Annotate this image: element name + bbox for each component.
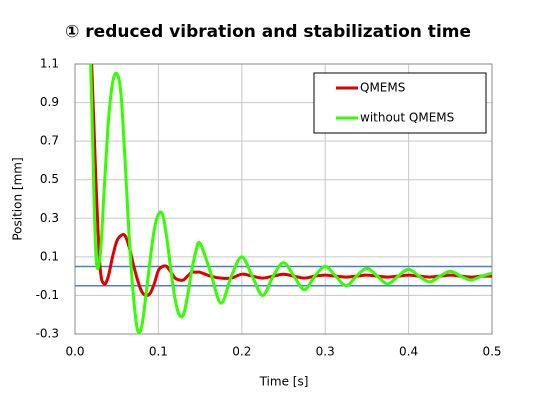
- x-tick-label: 0.2: [232, 345, 251, 359]
- legend-label: QMEMS: [360, 81, 405, 95]
- series-line: [90, 64, 492, 298]
- x-axis-label: Time [s]: [259, 375, 309, 389]
- x-tick-label: 0.0: [65, 345, 84, 359]
- x-tick-label: 0.4: [399, 345, 418, 359]
- y-tick-label: 0.3: [40, 211, 59, 225]
- series-line: [89, 64, 492, 334]
- y-tick-label: 0.5: [40, 172, 59, 186]
- y-tick-label: -0.1: [36, 288, 59, 302]
- x-tick-label: 0.5: [482, 345, 501, 359]
- y-tick-label: 0.9: [40, 95, 59, 109]
- legend-box: [313, 72, 487, 134]
- legend: QMEMS without QMEMS: [313, 72, 487, 134]
- chart-title: ① reduced vibration and stabilization ti…: [65, 22, 471, 42]
- plot-area: [89, 64, 492, 334]
- plot-frame: [74, 63, 493, 335]
- x-tick-label: 0.3: [316, 345, 335, 359]
- y-axis-label: Position [mm]: [11, 157, 25, 240]
- y-tick-label: -0.3: [36, 327, 59, 341]
- y-tick-label: 1.1: [40, 57, 59, 71]
- x-tick-label: 0.1: [149, 345, 168, 359]
- legend-label: without QMEMS: [360, 111, 454, 125]
- y-tick-label: 0.7: [40, 134, 59, 148]
- y-tick-label: 0.1: [40, 249, 59, 263]
